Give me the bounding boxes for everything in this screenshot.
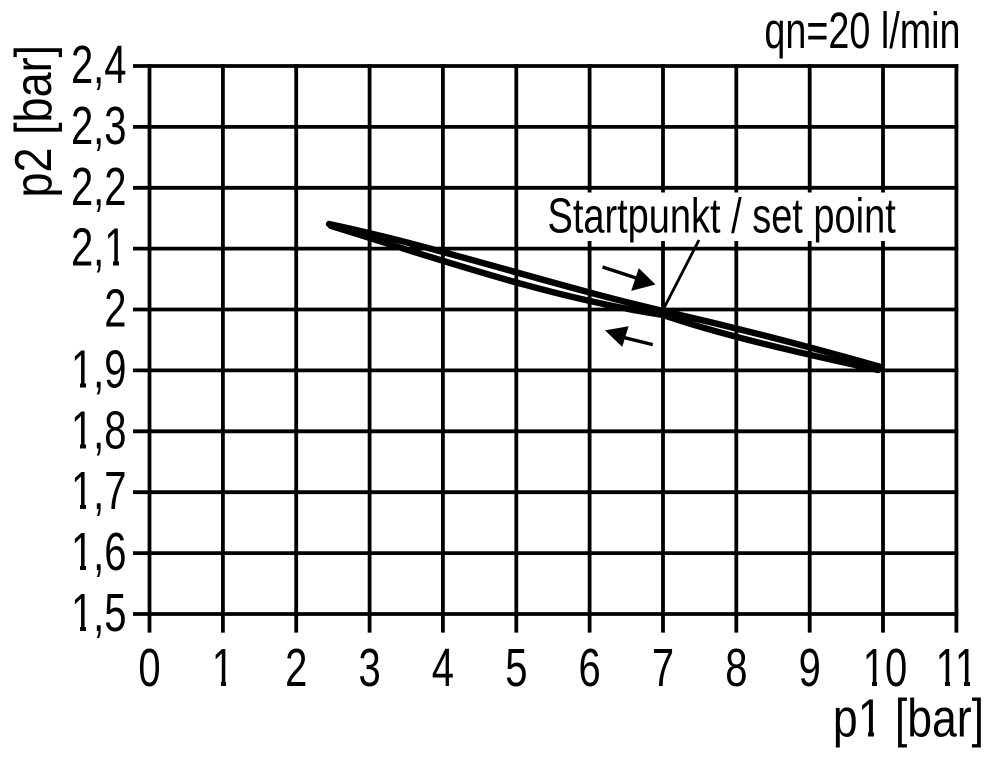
svg-text:9: 9 bbox=[799, 638, 821, 698]
svg-text:1,7: 1,7 bbox=[71, 461, 127, 521]
svg-text:8: 8 bbox=[725, 638, 747, 698]
svg-text:3: 3 bbox=[358, 638, 380, 698]
svg-text:7: 7 bbox=[652, 638, 674, 698]
svg-text:Startpunkt / set point: Startpunkt / set point bbox=[548, 189, 896, 244]
svg-text:2,1: 2,1 bbox=[71, 218, 127, 278]
svg-text:10: 10 bbox=[863, 638, 907, 698]
svg-text:2: 2 bbox=[285, 638, 307, 698]
svg-text:1: 1 bbox=[212, 638, 234, 698]
svg-text:1,6: 1,6 bbox=[71, 522, 127, 582]
svg-text:p1 [bar]: p1 [bar] bbox=[833, 689, 984, 749]
svg-text:qn=20 l/min: qn=20 l/min bbox=[764, 1, 960, 59]
svg-text:1,8: 1,8 bbox=[71, 401, 127, 461]
svg-text:11: 11 bbox=[936, 638, 977, 698]
svg-text:2,4: 2,4 bbox=[71, 35, 127, 95]
svg-text:2,3: 2,3 bbox=[71, 96, 127, 156]
svg-text:2: 2 bbox=[104, 279, 126, 339]
svg-text:1,5: 1,5 bbox=[71, 583, 127, 643]
svg-text:0: 0 bbox=[138, 638, 160, 698]
svg-text:6: 6 bbox=[578, 638, 600, 698]
svg-text:4: 4 bbox=[432, 638, 454, 698]
svg-text:1,9: 1,9 bbox=[71, 340, 127, 400]
svg-text:2,2: 2,2 bbox=[71, 157, 127, 217]
svg-text:p2 [bar]: p2 [bar] bbox=[5, 45, 63, 198]
svg-text:5: 5 bbox=[505, 638, 527, 698]
